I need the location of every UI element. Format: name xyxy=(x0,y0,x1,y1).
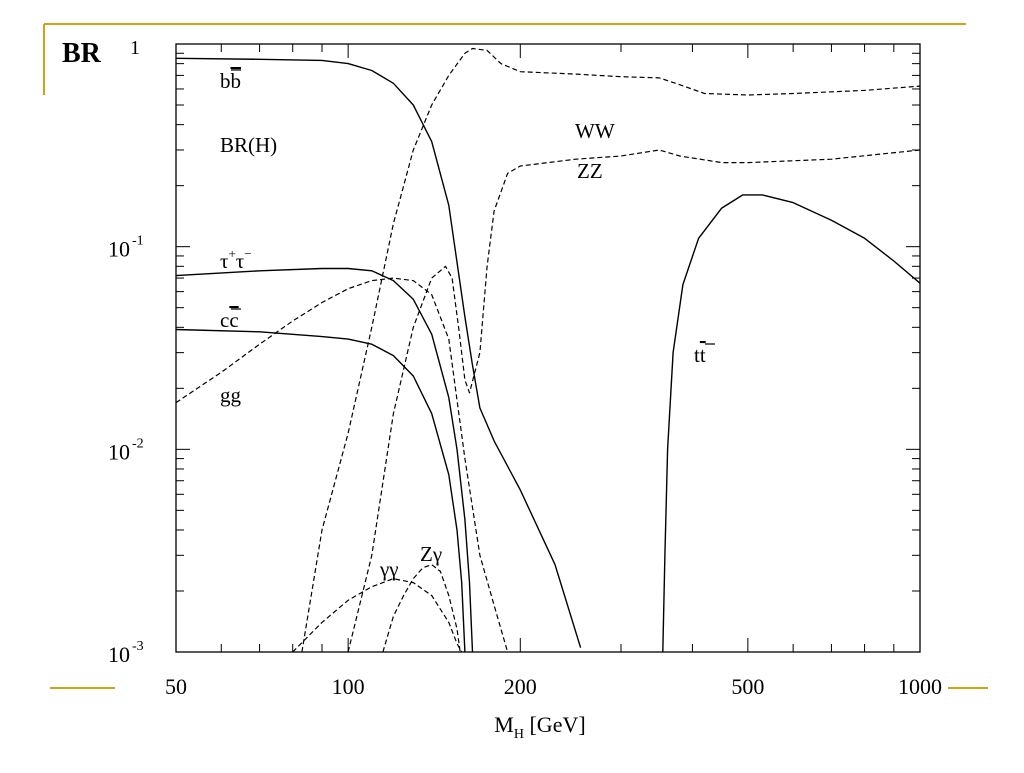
curve-label-WW: WW xyxy=(575,119,615,143)
y-tick-labels: 1 10-1 10-2 10-3 xyxy=(108,37,144,667)
plot-frame-rect xyxy=(175,43,921,653)
curve-tautau xyxy=(175,267,474,653)
x-tick-label: 200 xyxy=(504,674,537,699)
x-tick-label: 1000 xyxy=(898,674,942,699)
y-tick-label: 10 -3 xyxy=(108,639,144,667)
curve-label-ZZ: ZZ xyxy=(577,159,603,183)
curve-label-bb: bb xyxy=(220,69,241,93)
curves xyxy=(175,47,921,653)
x-tick-label: 500 xyxy=(731,674,764,699)
curve-label-gg: gg xyxy=(220,383,242,407)
curve-tt xyxy=(662,194,921,653)
y-tick-label: 10 -1 xyxy=(108,234,144,262)
x-axis-label: MH [GeV] xyxy=(494,712,585,742)
curve-label-Zgamma: Zγ xyxy=(420,542,442,566)
annotation-br-h: BR(H) xyxy=(220,133,277,157)
tick-marks xyxy=(175,43,921,653)
br-corner-label: BR xyxy=(62,38,102,69)
plot-frame xyxy=(175,43,921,653)
curve-label-tt: tt xyxy=(694,343,706,367)
curve-gg xyxy=(175,277,509,653)
x-tick-labels: 50 100 200 500 1000 xyxy=(165,674,942,699)
curve-labels: bb τ+τ− cc tt WW ZZ gg γγ Zγ xyxy=(220,69,715,581)
curve-gammagamma xyxy=(292,578,463,653)
curve-Zgamma xyxy=(382,564,461,653)
y-tick-label: 10 -2 xyxy=(108,436,144,464)
curve-WW xyxy=(301,47,921,653)
curve-label-cc: cc xyxy=(220,308,239,332)
curve-label-tautau: τ+τ− xyxy=(220,246,252,273)
curve-label-gammagamma: γγ xyxy=(379,557,399,581)
curve-cc xyxy=(175,328,466,653)
x-tick-label: 50 xyxy=(165,674,187,699)
curve-ZZ xyxy=(347,149,921,653)
y-tick-label: 1 xyxy=(130,37,140,59)
curve-bb xyxy=(175,57,582,648)
x-tick-label: 100 xyxy=(332,674,365,699)
